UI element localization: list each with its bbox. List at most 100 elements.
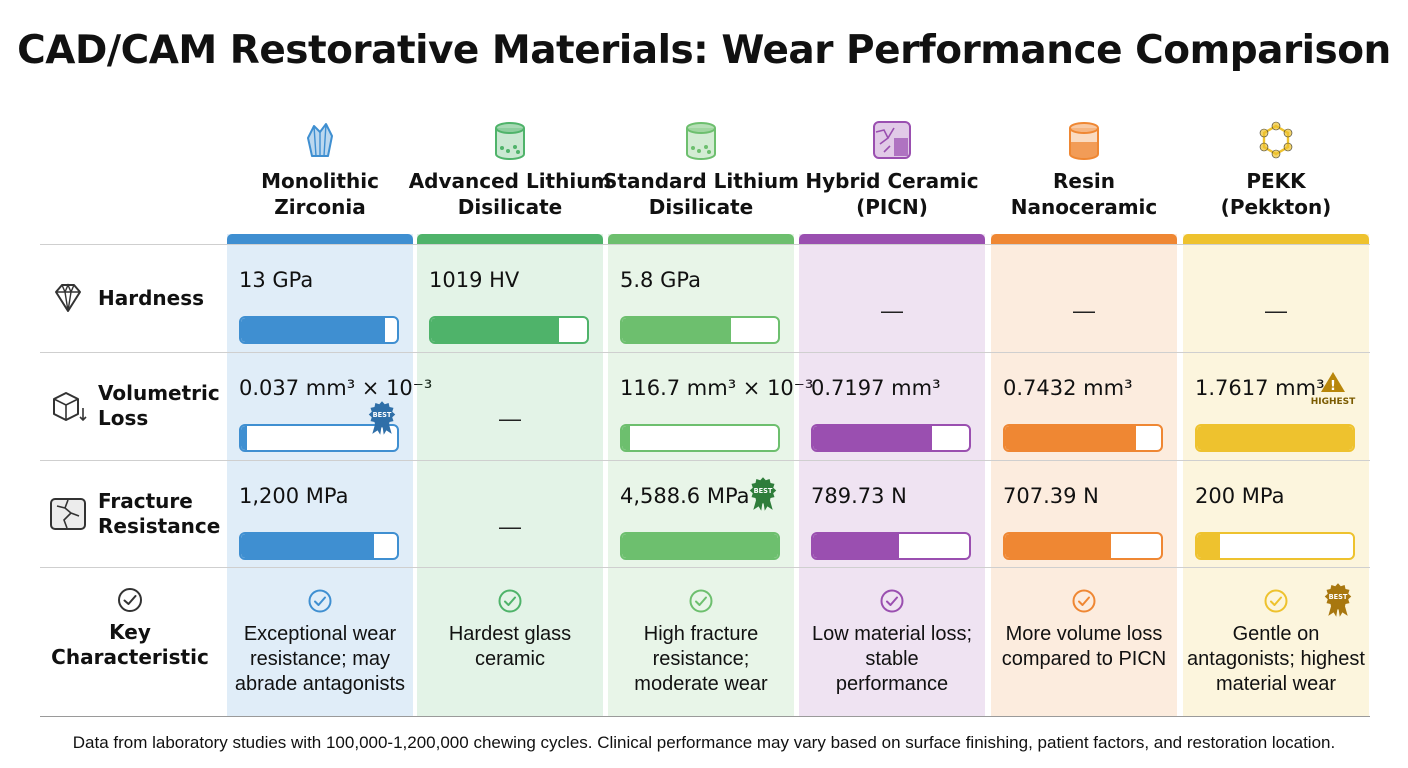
row-divider bbox=[40, 567, 1370, 568]
row-label-key-characteristic: Key Characteristic bbox=[40, 586, 220, 670]
column-background bbox=[417, 234, 603, 716]
value-label: 5.8 GPa bbox=[620, 268, 701, 292]
value-bar-track bbox=[620, 316, 780, 344]
key-characteristic-text: Exceptional wear resistance; may abrade … bbox=[234, 623, 406, 695]
column-color-bar bbox=[227, 234, 413, 244]
value-bar-fill bbox=[622, 534, 778, 558]
value-bar-track bbox=[1003, 424, 1163, 452]
key-characteristic-cell: Low material loss; stable performance bbox=[799, 588, 985, 697]
hardness-cell: — bbox=[1183, 268, 1369, 348]
cylinder-icon bbox=[686, 122, 716, 160]
value-label: 4,588.6 MPa bbox=[620, 484, 750, 508]
column-background bbox=[1183, 234, 1369, 716]
row-label-text: Fracture Resistance bbox=[98, 489, 221, 538]
value-label: 1019 HV bbox=[429, 268, 520, 292]
page-title: CAD/CAM Restorative Materials: Wear Perf… bbox=[17, 28, 1391, 73]
column-color-bar bbox=[1183, 234, 1369, 244]
row-label-hardness: Hardness bbox=[48, 278, 204, 318]
key-characteristic-text: More volume loss compared to PICN bbox=[1001, 623, 1167, 670]
value-bar-fill bbox=[622, 318, 732, 342]
value-label: 13 GPa bbox=[239, 268, 314, 292]
volumetric-loss-cell: 0.7432 mm³ bbox=[991, 376, 1177, 456]
svg-text:HIGHEST: HIGHEST bbox=[1311, 397, 1356, 407]
column-header-2: Advanced Lithium Disilicate bbox=[407, 118, 613, 220]
column-color-bar bbox=[799, 234, 985, 244]
fracture-resistance-cell: 789.73 N bbox=[799, 484, 985, 564]
value-bar-fill bbox=[1197, 534, 1221, 558]
hardness-cell: — bbox=[799, 268, 985, 348]
svg-text:BEST: BEST bbox=[1329, 593, 1348, 601]
value-bar-track bbox=[811, 424, 971, 452]
footnote: Data from laboratory studies with 100,00… bbox=[72, 733, 1336, 752]
row-label-fracture-resistance: Fracture Resistance bbox=[48, 489, 220, 539]
svg-text:BEST: BEST bbox=[754, 487, 773, 495]
value-label: 707.39 N bbox=[1003, 484, 1099, 508]
cube-down-arrow-icon bbox=[53, 392, 87, 422]
no-data-dash: — bbox=[1073, 298, 1095, 323]
row-divider bbox=[40, 352, 1370, 353]
value-bar-track bbox=[620, 424, 780, 452]
value-bar-track bbox=[1195, 424, 1355, 452]
value-bar-fill bbox=[1197, 426, 1353, 450]
volumetric-loss-cell: — bbox=[417, 376, 603, 456]
no-data-dash: — bbox=[499, 514, 521, 539]
hardness-cell: — bbox=[991, 268, 1177, 348]
column-header-1: Monolithic Zirconia bbox=[217, 118, 423, 220]
value-bar-track bbox=[811, 532, 971, 560]
column-color-bar bbox=[608, 234, 794, 244]
value-bar-fill bbox=[241, 426, 248, 450]
row-label-text: Key Characteristic bbox=[51, 620, 209, 669]
fracture-resistance-cell: 707.39 N bbox=[991, 484, 1177, 564]
best-badge-icon: BEST bbox=[1323, 582, 1353, 623]
key-characteristic-cell: Hardest glass ceramic bbox=[417, 588, 603, 672]
key-characteristic-text: Hardest glass ceramic bbox=[448, 623, 572, 670]
key-characteristic-cell: More volume loss compared to PICN bbox=[991, 588, 1177, 672]
svg-text:!: ! bbox=[1330, 379, 1336, 394]
row-label-volumetric-loss: Volumetric Loss bbox=[48, 381, 220, 431]
volumetric-loss-cell: 0.7197 mm³ bbox=[799, 376, 985, 456]
check-circle-icon bbox=[1264, 589, 1288, 613]
value-bar-fill bbox=[813, 426, 932, 450]
no-data-dash: — bbox=[881, 298, 903, 323]
fracture-resistance-cell: — bbox=[417, 484, 603, 564]
value-bar-fill bbox=[813, 534, 899, 558]
column-header-6: PEKK (Pekkton) bbox=[1173, 118, 1379, 220]
fracture-resistance-cell: 1,200 MPa bbox=[227, 484, 413, 564]
check-circle-icon bbox=[689, 589, 713, 613]
no-data-dash: — bbox=[499, 406, 521, 431]
column-background bbox=[799, 234, 985, 716]
hardness-cell: 13 GPa bbox=[227, 268, 413, 348]
volumetric-loss-cell: 116.7 mm³ × 10⁻³ bbox=[608, 376, 813, 456]
value-bar-track bbox=[239, 316, 399, 344]
value-label: 200 MPa bbox=[1195, 484, 1285, 508]
material-name: PEKK (Pekkton) bbox=[1220, 169, 1332, 219]
key-characteristic-cell: High fracture resistance; moderate wear bbox=[608, 588, 794, 697]
volumetric-loss-cell: 0.037 mm³ × 10⁻³ BEST bbox=[227, 376, 432, 456]
check-circle-icon bbox=[880, 589, 904, 613]
value-bar-fill bbox=[241, 318, 385, 342]
key-characteristic-text: Low material loss; stable performance bbox=[811, 623, 973, 695]
value-bar-track bbox=[429, 316, 589, 344]
resin-block-icon bbox=[1069, 122, 1099, 160]
check-circle-icon bbox=[118, 588, 142, 612]
check-circle-icon bbox=[1072, 589, 1096, 613]
key-characteristic-text: High fracture resistance; moderate wear bbox=[634, 623, 768, 695]
fracture-resistance-cell: 200 MPa bbox=[1183, 484, 1369, 564]
value-bar-fill bbox=[622, 426, 630, 450]
value-label: 1,200 MPa bbox=[239, 484, 349, 508]
value-label: 1.7617 mm³ bbox=[1195, 376, 1325, 400]
material-name: Advanced Lithium Disilicate bbox=[408, 169, 612, 219]
hybrid-block-icon bbox=[873, 121, 911, 159]
row-divider bbox=[40, 244, 1370, 245]
svg-text:BEST: BEST bbox=[373, 411, 392, 419]
value-bar-fill bbox=[241, 534, 374, 558]
column-color-bar bbox=[991, 234, 1177, 244]
volumetric-loss-cell: 1.7617 mm³! HIGHEST bbox=[1183, 372, 1369, 456]
hardness-cell: 1019 HV bbox=[417, 268, 603, 348]
value-label: 116.7 mm³ × 10⁻³ bbox=[620, 376, 814, 400]
value-bar-fill bbox=[1005, 534, 1112, 558]
value-label: 789.73 N bbox=[811, 484, 907, 508]
material-name: Monolithic Zirconia bbox=[261, 169, 379, 219]
column-background bbox=[608, 234, 794, 716]
material-name: Resin Nanoceramic bbox=[1010, 169, 1158, 219]
